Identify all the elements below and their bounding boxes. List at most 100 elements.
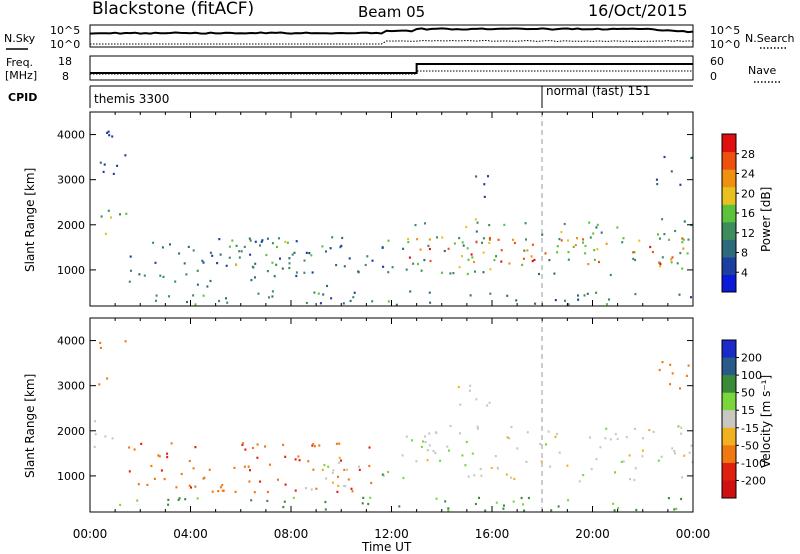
nave-tick-bottom: 0: [710, 70, 717, 83]
velocity-echo-cell: [221, 484, 224, 487]
velocity-echo-cell: [99, 341, 102, 344]
power-echo-cell: [598, 260, 600, 264]
power-colorbar-swatch: [722, 186, 736, 205]
velocity-echo-cell: [323, 464, 326, 467]
velocity-echo-cell: [311, 444, 314, 447]
velocity-echo-cell: [449, 424, 452, 428]
velocity-echo-cell: [315, 487, 318, 490]
velocity-echo-cell: [294, 489, 297, 492]
power-echo-cell: [409, 290, 412, 293]
power-echo-cell: [525, 238, 527, 241]
velocity-echo-cell: [358, 468, 361, 471]
velocity-echo-cell: [510, 425, 513, 429]
power-echo-cell: [556, 251, 559, 254]
velocity-echo-cell: [335, 442, 338, 445]
power-echo-cell: [515, 299, 518, 302]
power-echo-cell: [632, 257, 635, 260]
power-echo-cell: [679, 183, 682, 186]
power-echo-cell: [583, 294, 586, 297]
power-echo-cell: [209, 251, 212, 254]
velocity-echo-cell: [382, 474, 385, 477]
velocity-echo-cell: [398, 505, 401, 508]
power-echo-cell: [593, 249, 596, 252]
velocity-colorbar-swatch: [722, 480, 736, 499]
velocity-echo-cell: [468, 389, 471, 392]
velocity-echo-cell: [428, 432, 431, 435]
power-echo-cell: [225, 264, 228, 267]
power-echo-cell: [441, 271, 443, 274]
velocity-echo-cell: [194, 485, 197, 488]
freq-unit-label: [MHz]: [5, 69, 37, 82]
velocity-echo-cell: [512, 500, 515, 503]
power-echo-cell: [671, 256, 674, 259]
velocity-echo-cell: [510, 476, 512, 479]
velocity-echo-cell: [106, 377, 109, 380]
velocity-echo-cell: [344, 485, 347, 488]
velocity-echo-cell: [457, 385, 460, 389]
power-echo-cell: [281, 267, 284, 270]
velocity-echo-cell: [188, 484, 191, 487]
velocity-colorbar: 200 100 50 15 -15 -50 -100 -200: [721, 339, 766, 499]
power-echo-cell: [340, 244, 343, 247]
power-echo-cell: [538, 272, 540, 276]
velocity-echo-cell: [464, 464, 467, 467]
power-echo-cell: [471, 256, 474, 259]
velocity-echo-cell: [324, 500, 327, 504]
power-echo-cell: [202, 294, 205, 297]
power-echo-cell: [483, 183, 486, 186]
power-echo-cell: [462, 244, 465, 247]
velocity-echo-cell: [459, 432, 462, 435]
velocity-echo-cell: [497, 467, 499, 470]
noise-panel-frame: [89, 24, 694, 48]
velocity-echo-cell: [628, 454, 631, 457]
velocity-echo-cell: [387, 470, 390, 474]
power-echo-cell: [159, 274, 162, 277]
velocity-echo-cell: [480, 474, 483, 477]
power-echo-cell: [476, 221, 479, 224]
power-echo-cell: [567, 239, 569, 242]
velocity-echo-cell: [337, 484, 340, 487]
power-echo-cell: [265, 253, 268, 257]
velocity-echo-cell: [337, 475, 339, 478]
power-echo-cell: [119, 213, 121, 216]
power-echo-cell: [254, 240, 257, 243]
power-echo-cell: [500, 249, 503, 252]
power-echo-cell: [295, 240, 298, 243]
velocity-echo-cell: [475, 398, 478, 401]
power-echo-cell: [348, 257, 351, 260]
velocity-echo-cell: [244, 448, 247, 451]
velocity-y-tick-label: 4000: [57, 335, 85, 348]
power-echo-cell: [659, 262, 662, 266]
power-echo-cell: [690, 156, 693, 159]
power-echo-cell: [196, 269, 199, 272]
velocity-echo-cell: [613, 509, 616, 512]
velocity-echo-cell: [401, 454, 404, 457]
velocity-echo-cell: [190, 486, 192, 489]
velocity-echo-cell: [513, 477, 516, 480]
power-echo-cell: [441, 236, 444, 239]
velocity-echo-cell: [324, 508, 327, 511]
power-echo-cell: [271, 295, 274, 298]
velocity-plot-background: [90, 318, 693, 512]
power-echo-cell: [387, 239, 390, 242]
power-echo-cell: [659, 237, 661, 240]
velocity-echo-cell: [175, 486, 178, 489]
power-echo-cell: [564, 299, 566, 302]
velocity-echo-cell: [153, 477, 156, 480]
power-colorbar-swatch: [722, 151, 736, 170]
velocity-echo-cell: [476, 427, 479, 430]
power-echo-cell: [178, 252, 181, 255]
power-echo-cell: [104, 232, 107, 235]
x-tick-labels: 00:00 04:00 08:00 12:00 16:00 20:00 00:00: [73, 527, 711, 541]
velocity-echo-cell: [158, 455, 161, 458]
cpid-panel: CPID themis 3300 normal (fast) 151: [8, 84, 693, 108]
velocity-echo-cell: [609, 438, 612, 441]
velocity-echo-cell: [331, 481, 334, 484]
n-sky-tick-bottom: 10^0: [50, 38, 80, 51]
power-echo-cell: [596, 223, 599, 226]
power-echo-cell: [489, 292, 492, 295]
velocity-colorbar-tick-label: 100: [741, 369, 762, 382]
velocity-echo-cell: [669, 383, 672, 386]
velocity-echo-cell: [557, 505, 560, 508]
